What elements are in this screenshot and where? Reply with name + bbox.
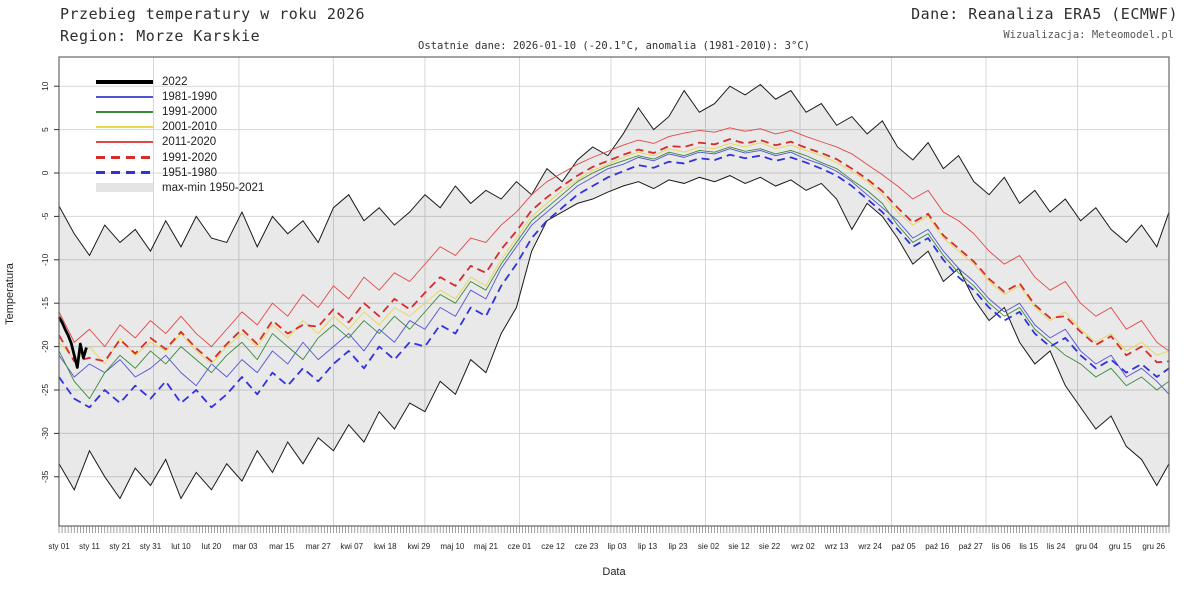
x-tick-label: sie 12 (728, 542, 750, 551)
x-tick-label: paź 05 (892, 542, 917, 551)
legend-solid-thick-swatch (96, 79, 153, 84)
legend-solid-swatch (96, 95, 153, 98)
legend-item-1991-2000: 1991-2000 (96, 104, 264, 119)
x-tick-label: gru 15 (1109, 542, 1132, 551)
y-tick-label: -15 (40, 297, 50, 310)
x-tick-label: cze 01 (508, 542, 532, 551)
x-tick-label: kwi 18 (374, 542, 397, 551)
x-tick-label: lut 20 (202, 542, 222, 551)
legend-item-2011-2020: 2011-2020 (96, 135, 264, 150)
legend-label: 1991-2020 (162, 151, 217, 164)
series-line-2001-2010 (58, 142, 1170, 365)
x-tick-label: lip 03 (607, 542, 627, 551)
x-tick-label: kwi 29 (407, 542, 430, 551)
y-tick-label: -10 (40, 253, 50, 266)
x-tick-label: maj 10 (440, 542, 465, 551)
x-tick-label: sty 31 (140, 542, 162, 551)
x-tick-label: lis 24 (1047, 542, 1066, 551)
legend-item-2022: 2022 (96, 74, 264, 89)
legend-label: 1981-1990 (162, 90, 217, 103)
x-tick-label: sty 21 (109, 542, 131, 551)
page-subtitle-region: Region: Morze Karskie (60, 27, 261, 45)
band-min-line (58, 175, 1170, 500)
series-line-1981-1990 (58, 148, 1170, 395)
x-tick-label: lis 15 (1019, 542, 1038, 551)
series-line-2022 (57, 316, 88, 369)
x-tick-label: sie 22 (759, 542, 781, 551)
x-tick-label: lut 10 (171, 542, 191, 551)
series-line-1991-2020 (58, 138, 1170, 364)
legend-solid-swatch (96, 126, 153, 129)
y-tick-label: -35 (40, 470, 50, 483)
band-max-line (58, 83, 1170, 257)
x-tick-label: wrz 02 (790, 542, 815, 551)
legend-dashed-swatch (96, 171, 153, 175)
y-tick-label: -5 (40, 212, 50, 220)
legend-label: 1991-2000 (162, 105, 217, 118)
legend-item-2001-2010: 2001-2010 (96, 120, 264, 135)
y-tick-label: 5 (40, 127, 50, 132)
series-line-2011-2020 (58, 127, 1170, 352)
legend-item-max-min-1950-2021: max-min 1950-2021 (96, 180, 264, 195)
legend-dashed-swatch (96, 156, 153, 160)
x-tick-label: sty 11 (79, 542, 100, 551)
x-tick-label: gru 26 (1142, 542, 1165, 551)
legend-label: 1951-1980 (162, 166, 217, 179)
x-tick-label: maj 21 (474, 542, 499, 551)
x-axis-title: Data (602, 566, 626, 578)
data-source-label: Dane: Reanaliza ERA5 (ECMWF) (911, 5, 1178, 23)
legend-label: 2011-2020 (162, 136, 217, 149)
legend-label: 2001-2010 (162, 121, 217, 134)
chart-legend: 2022 1981-1990 1991-2000 2001-2010 2011-2020… (96, 74, 264, 196)
legend-item-1981-1990: 1981-1990 (96, 89, 264, 104)
series-line-1991-2000 (58, 146, 1170, 400)
x-tick-label: wrz 13 (824, 542, 849, 551)
x-tick-label: wrz 24 (857, 542, 882, 551)
x-tick-label: gru 04 (1075, 542, 1098, 551)
visualization-credit: Wizualizacja: Meteomodel.pl (1003, 29, 1174, 41)
max-min-band (59, 84, 1169, 499)
legend-item-1951-1980: 1951-1980 (96, 165, 264, 180)
x-tick-label: sie 02 (698, 542, 720, 551)
x-tick-label: cze 23 (575, 542, 599, 551)
x-tick-label: kwi 07 (340, 542, 363, 551)
legend-solid-swatch (96, 110, 153, 113)
legend-label: max-min 1950-2021 (162, 181, 265, 194)
y-tick-label: -25 (40, 384, 50, 397)
series-line-1951-1980 (58, 153, 1170, 409)
x-tick-label: mar 03 (233, 542, 258, 551)
legend-band-swatch (96, 183, 153, 193)
x-tick-label: paź 27 (959, 542, 984, 551)
x-tick-label: lip 23 (668, 542, 688, 551)
x-tick-label: cze 12 (541, 542, 565, 551)
x-tick-label: lip 13 (638, 542, 658, 551)
y-tick-label: -30 (40, 427, 50, 440)
legend-label: 2022 (162, 75, 188, 88)
x-tick-label: lis 06 (992, 542, 1011, 551)
x-tick-label: mar 27 (306, 542, 331, 551)
y-tick-label: 0 (40, 170, 50, 175)
legend-item-1991-2020: 1991-2020 (96, 150, 264, 165)
x-tick-label: paź 16 (925, 542, 950, 551)
page-title: Przebieg temperatury w roku 2026 (60, 5, 365, 23)
y-tick-label: 10 (40, 81, 50, 91)
legend-solid-swatch (96, 141, 153, 144)
latest-data-annotation: Ostatnie dane: 2026-01-10 (-20.1°C, anom… (418, 40, 810, 52)
y-axis-title: Temperatura (4, 263, 16, 325)
y-tick-label: -20 (40, 340, 50, 353)
x-tick-label: mar 15 (269, 542, 294, 551)
x-tick-label: sty 01 (48, 542, 70, 551)
